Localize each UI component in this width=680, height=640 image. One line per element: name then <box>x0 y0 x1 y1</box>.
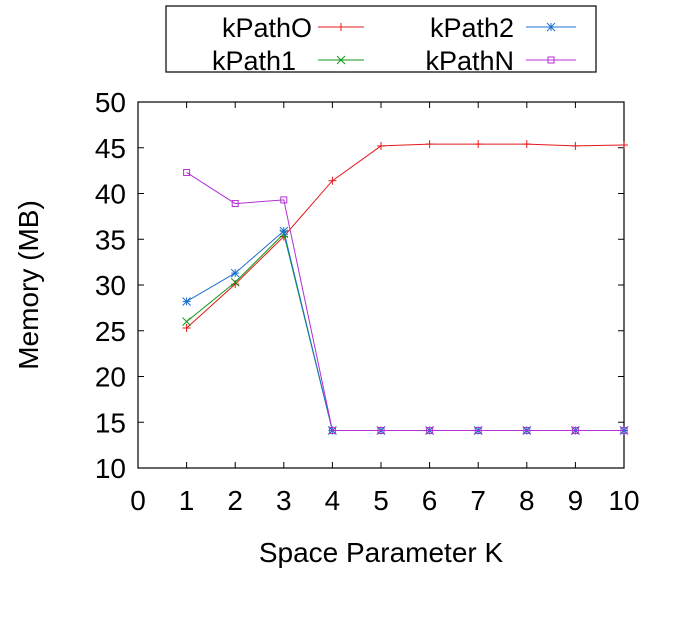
x-tick-label: 10 <box>608 485 639 516</box>
y-tick-label: 40 <box>95 179 126 210</box>
x-axis-ticks: 0 1 2 3 4 5 6 7 8 9 10 <box>130 102 640 516</box>
x-tick-label: 9 <box>568 485 584 516</box>
x-tick-label: 4 <box>325 485 341 516</box>
data-point <box>328 426 336 434</box>
data-point <box>474 426 482 434</box>
legend-label: kPathO <box>222 13 312 43</box>
y-tick-label: 10 <box>95 453 126 484</box>
series-line <box>186 172 624 431</box>
x-tick-label: 1 <box>179 485 195 516</box>
x-tick-label: 0 <box>130 485 146 516</box>
data-point <box>571 141 580 150</box>
plot-area <box>137 101 625 469</box>
y-tick-label: 15 <box>95 407 126 438</box>
y-axis-ticks: 10 15 20 25 30 35 40 45 50 <box>95 87 624 484</box>
x-axis-label: Space Parameter K <box>259 537 504 568</box>
data-point <box>523 426 531 434</box>
data-point <box>280 196 288 204</box>
series-line <box>186 232 624 431</box>
data-point <box>425 140 434 149</box>
y-tick-label: 30 <box>95 270 126 301</box>
legend-entry: kPath2 <box>430 13 576 43</box>
x-tick-label: 5 <box>373 485 389 516</box>
y-tick-label: 20 <box>95 362 126 393</box>
x-tick-label: 7 <box>470 485 486 516</box>
legend-label: kPathN <box>425 46 514 76</box>
series-line <box>186 230 624 431</box>
data-point <box>546 22 556 32</box>
data-point <box>620 141 628 150</box>
data-point <box>474 140 483 149</box>
y-tick-label: 35 <box>95 224 126 255</box>
x-tick-label: 8 <box>519 485 535 516</box>
data-point <box>571 426 579 434</box>
legend-entry: kPathN <box>425 46 576 76</box>
series-kPathO <box>182 140 628 333</box>
data-point <box>230 277 240 287</box>
legend-entry: kPath1 <box>212 46 364 76</box>
data-point <box>183 168 191 176</box>
data-point <box>620 426 628 434</box>
series-kPath2 <box>182 226 629 435</box>
data-point <box>426 426 434 434</box>
y-tick-label: 25 <box>95 316 126 347</box>
x-tick-label: 6 <box>422 485 438 516</box>
y-tick-label: 50 <box>95 87 126 118</box>
data-point <box>337 23 345 31</box>
series-kPathN <box>183 168 628 434</box>
x-tick-label: 3 <box>276 485 292 516</box>
legend-label: kPath1 <box>212 46 296 76</box>
data-point <box>547 56 555 64</box>
data-point <box>182 317 191 326</box>
x-tick-label: 2 <box>227 485 243 516</box>
series-line <box>186 143 625 329</box>
data-point <box>182 324 191 333</box>
data-point <box>230 268 240 278</box>
legend-box <box>165 5 597 73</box>
series-layer <box>182 140 629 435</box>
data-point <box>522 140 531 149</box>
y-tick-label: 45 <box>95 133 126 164</box>
data-point <box>328 176 337 185</box>
data-point <box>377 141 385 150</box>
data-point <box>182 297 191 306</box>
data-point <box>377 426 385 434</box>
legend-label: kPath2 <box>430 13 514 43</box>
y-axis-label: Memory (MB) <box>13 200 44 370</box>
data-point <box>279 226 289 236</box>
data-point <box>336 55 346 65</box>
data-point <box>231 200 239 208</box>
legend-entry: kPathO <box>222 13 364 43</box>
